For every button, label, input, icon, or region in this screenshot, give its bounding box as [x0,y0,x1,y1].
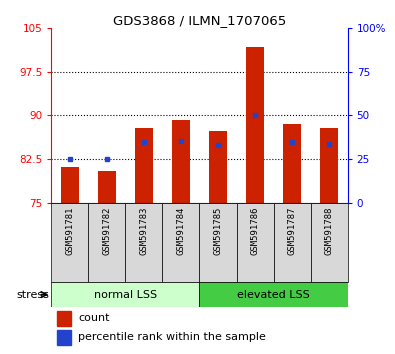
Bar [199,203,237,282]
Bar [283,124,301,203]
Text: GSM591781: GSM591781 [65,207,74,255]
Text: GSM591784: GSM591784 [177,207,186,255]
Bar [274,203,310,282]
Bar [320,128,339,203]
Bar [57,330,71,345]
Bar [51,282,199,307]
Bar [209,131,227,203]
Bar [172,120,190,203]
Bar [246,47,264,203]
Text: GSM591786: GSM591786 [250,207,260,255]
Text: elevated LSS: elevated LSS [237,290,310,299]
Text: normal LSS: normal LSS [94,290,157,299]
Bar [51,203,88,282]
Bar [310,203,348,282]
Bar [237,203,274,282]
Bar [88,203,126,282]
Text: GSM591785: GSM591785 [213,207,222,255]
Bar [199,282,348,307]
Text: GSM591783: GSM591783 [139,207,149,255]
Bar [98,171,116,203]
Text: count: count [78,313,109,324]
Bar [162,203,199,282]
Title: GDS3868 / ILMN_1707065: GDS3868 / ILMN_1707065 [113,14,286,27]
Bar [57,311,71,326]
Text: stress: stress [16,290,49,299]
Bar [60,167,79,203]
Bar [135,128,153,203]
Text: GSM591782: GSM591782 [102,207,111,255]
Text: GSM591788: GSM591788 [325,207,334,255]
Text: GSM591787: GSM591787 [288,207,297,255]
Bar [126,203,162,282]
Text: percentile rank within the sample: percentile rank within the sample [78,332,266,342]
